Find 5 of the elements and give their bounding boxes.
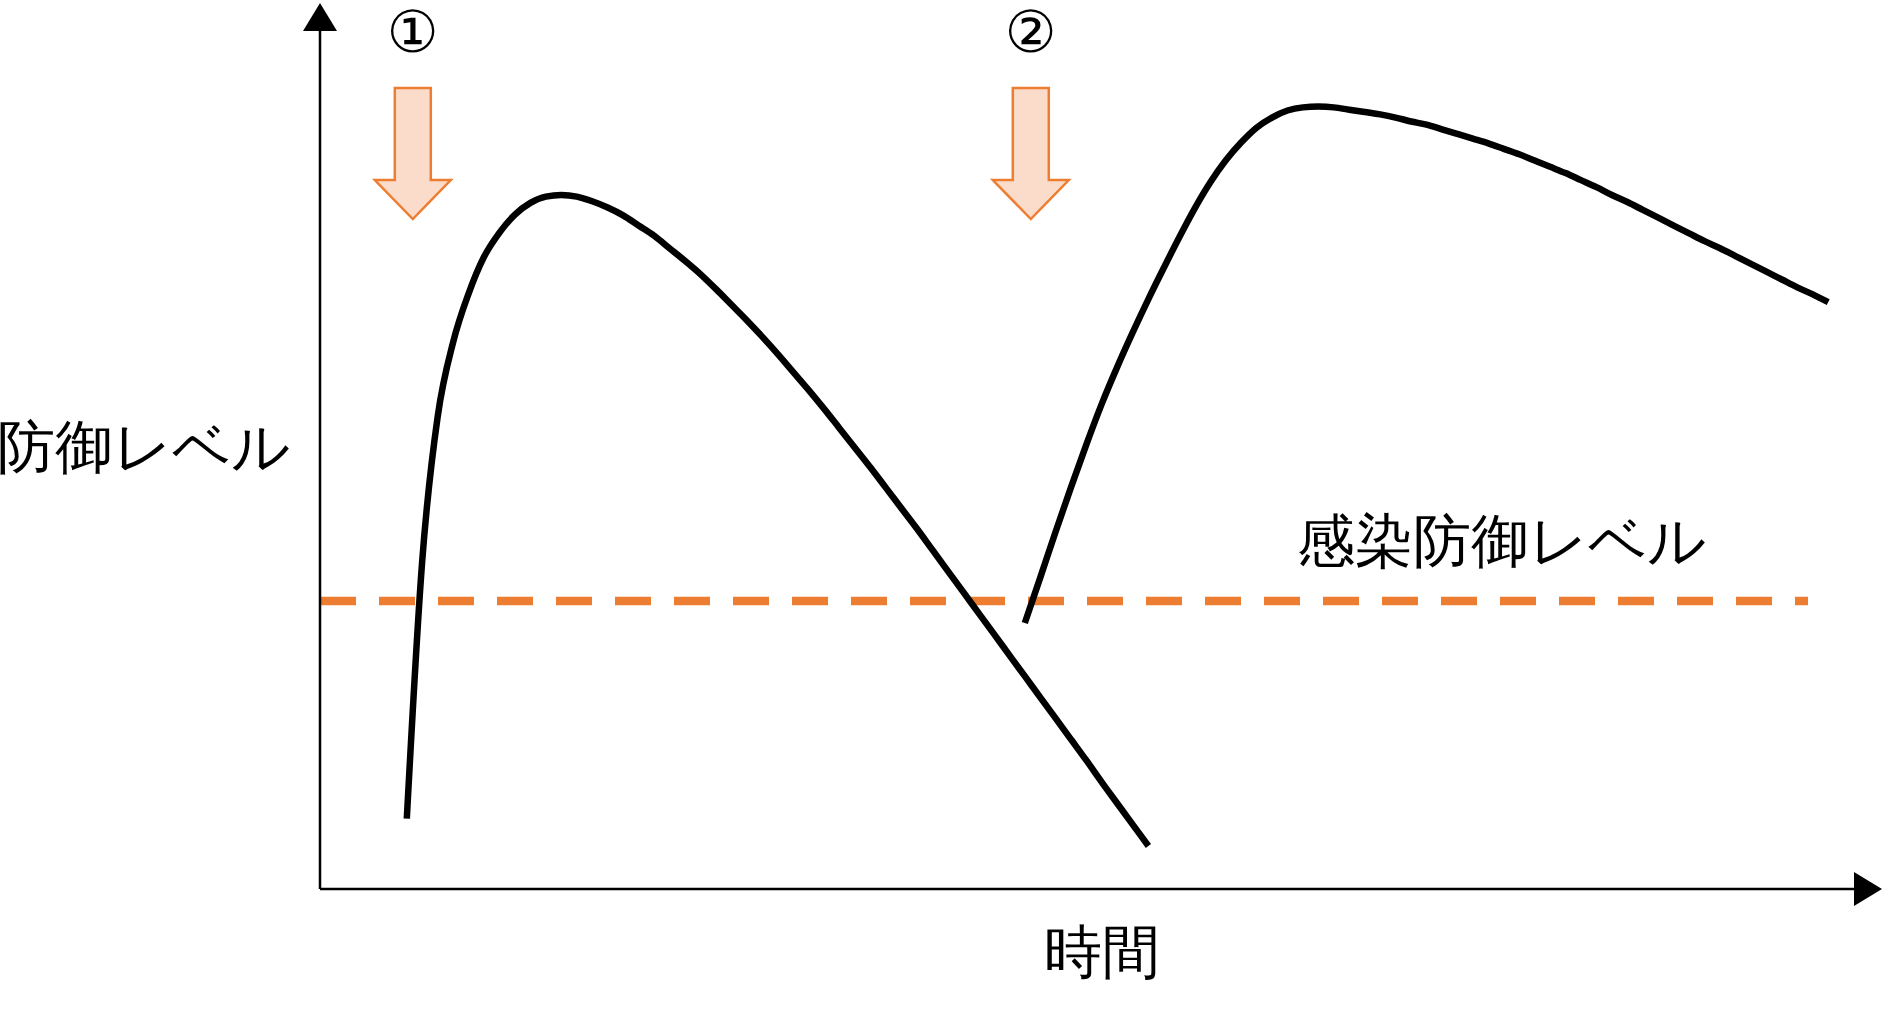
y-axis-title: 防御レベル [0, 413, 290, 481]
x-axis-title: 時間 [1044, 918, 1160, 986]
ref-line-label: 感染防御レベル [1297, 507, 1706, 576]
text: ① [386, 0, 439, 66]
text: ② [1004, 0, 1057, 66]
